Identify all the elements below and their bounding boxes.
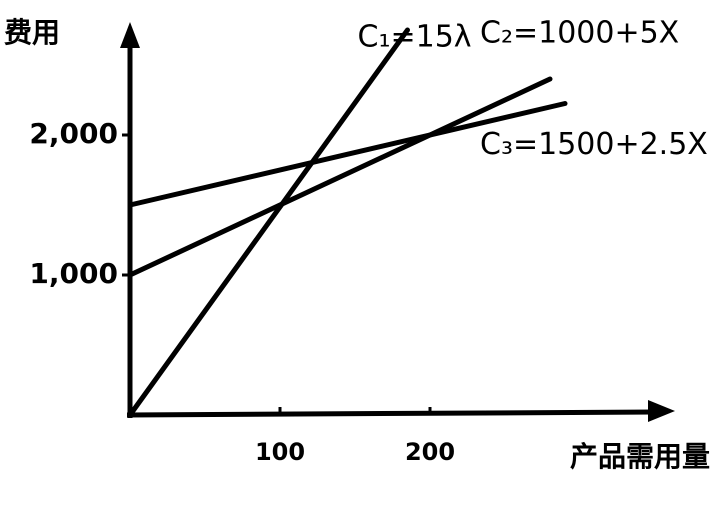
x-axis-label: 产品需用量 <box>570 440 710 473</box>
line <box>127 76 553 278</box>
series-label: C₂=1000+5X <box>480 16 679 51</box>
x-axis <box>126 409 656 418</box>
series-label: C₁=15λ <box>358 20 472 55</box>
y-tick-label: 2,000 <box>29 117 118 150</box>
x-tick-label: 100 <box>255 438 305 466</box>
y-tick-label: 1,000 <box>29 257 118 290</box>
y-axis-arrow <box>120 22 140 48</box>
line <box>127 101 568 208</box>
x-tick-label: 200 <box>405 438 455 466</box>
y-axis-label: 费用 <box>4 16 60 49</box>
line <box>127 27 410 418</box>
x-axis-arrow <box>648 400 675 422</box>
series-label: C₃=1500+2.5X <box>480 127 708 162</box>
